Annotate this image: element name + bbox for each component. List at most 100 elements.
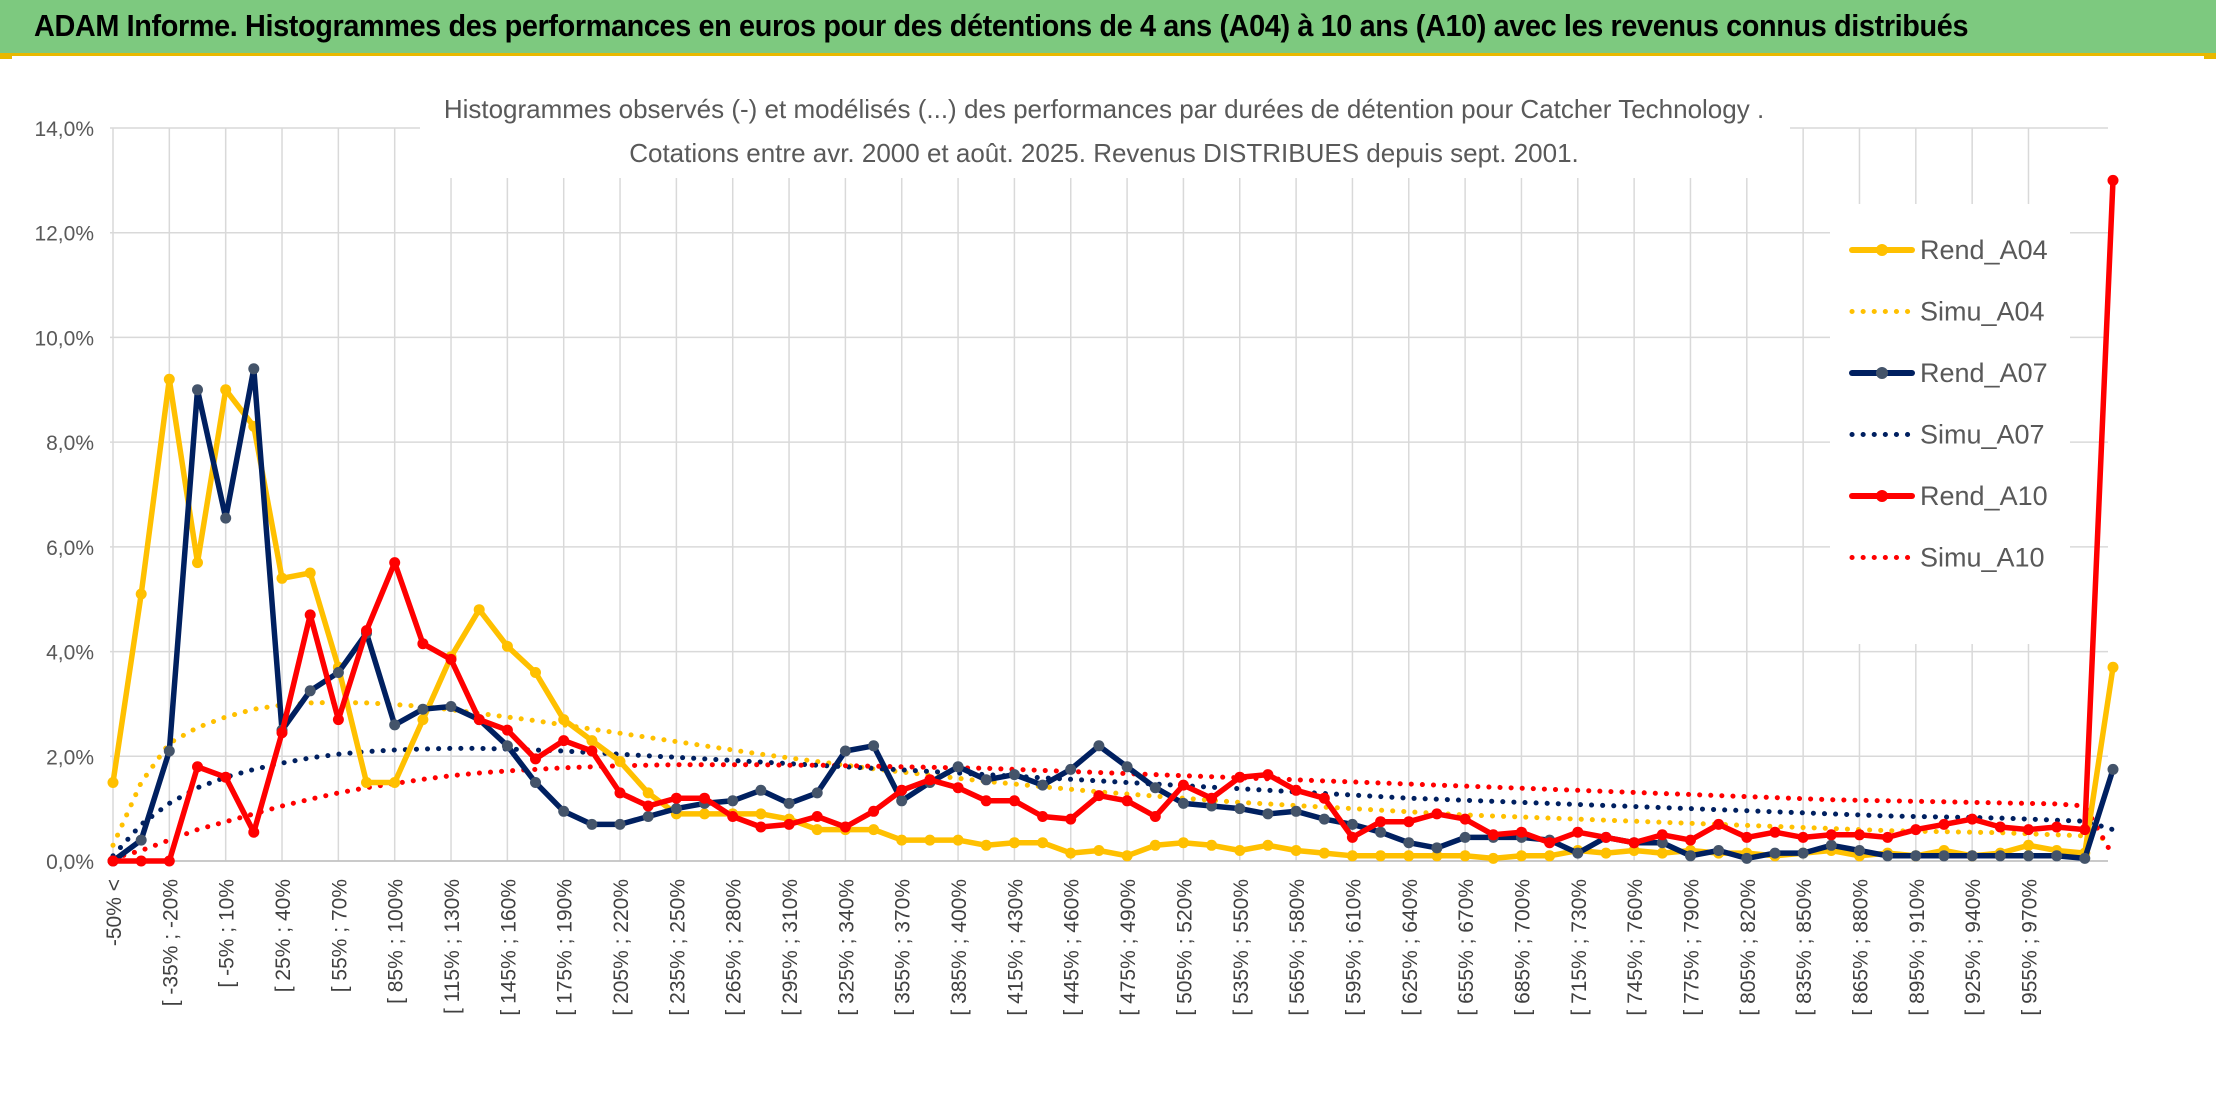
data-point-rend_a04 bbox=[1318, 847, 1330, 859]
data-point-rend_a04 bbox=[1037, 837, 1049, 849]
data-point-rend_a04 bbox=[1403, 850, 1415, 862]
x-tick-label: [ 415% ; 430% bbox=[1004, 879, 1027, 1016]
legend: Rend_A04 Simu_A04 Rend_A07 Simu_A07 Rend_A10… bbox=[1830, 204, 2070, 644]
data-point-rend_a04 bbox=[1206, 839, 1218, 851]
data-point-rend_a07 bbox=[220, 512, 232, 524]
data-point-rend_a10 bbox=[445, 653, 457, 665]
data-point-rend_a04 bbox=[2023, 839, 2034, 851]
data-point-rend_a04 bbox=[868, 824, 880, 836]
data-point-rend_a04 bbox=[755, 808, 767, 820]
y-tick-label: 2,0% bbox=[46, 746, 94, 769]
data-point-rend_a07 bbox=[811, 787, 823, 799]
data-point-rend_a07 bbox=[952, 761, 964, 773]
data-point-rend_a07 bbox=[1741, 852, 1753, 864]
data-point-rend_a07 bbox=[1797, 847, 1809, 859]
x-tick-label: [ 655% ; 670% bbox=[1455, 879, 1478, 1016]
data-point-rend_a10 bbox=[1177, 779, 1189, 791]
title-banner: ADAM Informe. Histogrammes des performan… bbox=[0, 0, 2216, 56]
data-point-rend_a10 bbox=[1600, 831, 1612, 843]
data-point-rend_a10 bbox=[2107, 174, 2119, 186]
data-point-rend_a10 bbox=[1966, 813, 1978, 825]
data-point-rend_a10 bbox=[1037, 811, 1049, 822]
data-point-rend_a10 bbox=[811, 811, 823, 822]
data-point-rend_a04 bbox=[1121, 850, 1133, 862]
data-point-rend_a10 bbox=[586, 745, 598, 757]
x-tick-label: [ 295% ; 310% bbox=[779, 879, 802, 1016]
legend-backdrop bbox=[1830, 204, 2070, 644]
data-point-rend_a10 bbox=[839, 821, 851, 833]
data-point-rend_a10 bbox=[1403, 816, 1415, 828]
y-tick-label: 6,0% bbox=[46, 537, 94, 560]
x-tick-label: [ 595% ; 610% bbox=[1342, 879, 1365, 1016]
data-point-rend_a10 bbox=[1008, 795, 1020, 807]
data-point-rend_a04 bbox=[811, 824, 823, 836]
data-point-rend_a07 bbox=[1149, 782, 1161, 794]
data-point-rend_a07 bbox=[530, 777, 541, 788]
data-point-rend_a04 bbox=[501, 640, 513, 652]
data-point-rend_a10 bbox=[332, 714, 344, 726]
x-tick-label: [ 715% ; 730% bbox=[1568, 879, 1591, 1016]
data-point-rend_a10 bbox=[896, 784, 908, 796]
data-point-rend_a04 bbox=[361, 777, 372, 788]
data-point-rend_a10 bbox=[192, 761, 203, 773]
legend-label-simu_a10: Simu_A10 bbox=[1920, 543, 2045, 573]
data-point-rend_a07 bbox=[670, 803, 682, 815]
data-point-rend_a10 bbox=[1375, 816, 1387, 828]
data-point-rend_a04 bbox=[699, 808, 710, 820]
data-point-rend_a10 bbox=[924, 774, 936, 786]
data-point-rend_a07 bbox=[1093, 740, 1105, 752]
data-point-rend_a04 bbox=[1262, 839, 1274, 851]
data-point-rend_a10 bbox=[1487, 829, 1499, 841]
data-point-rend_a07 bbox=[1882, 850, 1894, 862]
data-point-rend_a04 bbox=[192, 557, 203, 569]
data-point-rend_a04 bbox=[163, 373, 175, 385]
data-point-rend_a10 bbox=[107, 855, 119, 867]
x-tick-label: [ 535% ; 550% bbox=[1230, 879, 1253, 1016]
data-point-rend_a10 bbox=[980, 795, 992, 807]
data-point-rend_a10 bbox=[1346, 831, 1358, 843]
data-point-rend_a10 bbox=[2023, 824, 2034, 836]
data-point-rend_a04 bbox=[1544, 850, 1556, 862]
data-point-rend_a04 bbox=[304, 567, 316, 579]
corner-mark-right bbox=[2204, 53, 2216, 59]
data-point-rend_a07 bbox=[1854, 845, 1865, 856]
data-point-rend_a04 bbox=[135, 588, 147, 600]
x-tick-label: [ 835% ; 850% bbox=[1793, 879, 1816, 1016]
data-point-rend_a04 bbox=[980, 839, 992, 851]
data-point-rend_a10 bbox=[1516, 826, 1527, 838]
data-point-rend_a07 bbox=[248, 363, 260, 375]
data-point-rend_a10 bbox=[1149, 811, 1161, 822]
data-point-rend_a10 bbox=[1854, 829, 1865, 841]
legend-marker bbox=[1876, 244, 1888, 256]
report-title: ADAM Informe. Histogrammes des performan… bbox=[34, 8, 1969, 43]
series-line-simu_a10 bbox=[110, 762, 2116, 861]
x-tick-label: [ 895% ; 910% bbox=[1906, 879, 1929, 1016]
data-point-rend_a07 bbox=[1431, 842, 1443, 854]
data-point-rend_a07 bbox=[2051, 850, 2063, 862]
data-point-rend_a07 bbox=[558, 805, 570, 817]
data-point-rend_a07 bbox=[868, 740, 880, 752]
x-tick-label: [ 115% ; 130% bbox=[441, 879, 464, 1014]
data-point-rend_a07 bbox=[1177, 797, 1189, 809]
data-point-rend_a10 bbox=[1825, 829, 1837, 841]
x-tick-label: [ 925% ; 940% bbox=[1962, 879, 1985, 1016]
data-point-rend_a04 bbox=[1431, 850, 1443, 862]
data-point-rend_a07 bbox=[1206, 800, 1218, 812]
data-point-rend_a07 bbox=[304, 685, 316, 697]
x-tick-label: [ 625% ; 640% bbox=[1399, 879, 1422, 1016]
data-point-rend_a07 bbox=[727, 795, 739, 807]
data-point-rend_a07 bbox=[1966, 850, 1978, 862]
data-point-rend_a04 bbox=[1656, 847, 1668, 859]
data-point-rend_a07 bbox=[1938, 850, 1950, 862]
x-tick-label: [ 145% ; 160% bbox=[497, 879, 520, 1016]
x-tick-label: [ -35% ; -20% bbox=[159, 879, 182, 1006]
data-point-rend_a10 bbox=[614, 787, 626, 799]
data-point-rend_a07 bbox=[417, 703, 429, 715]
data-point-rend_a07 bbox=[896, 795, 908, 807]
data-point-rend_a10 bbox=[727, 811, 739, 822]
x-tick-label: [ 205% ; 220% bbox=[610, 879, 633, 1016]
x-tick-label: [ 505% ; 520% bbox=[1173, 879, 1196, 1016]
data-point-rend_a10 bbox=[755, 821, 767, 833]
data-point-rend_a07 bbox=[389, 719, 401, 731]
